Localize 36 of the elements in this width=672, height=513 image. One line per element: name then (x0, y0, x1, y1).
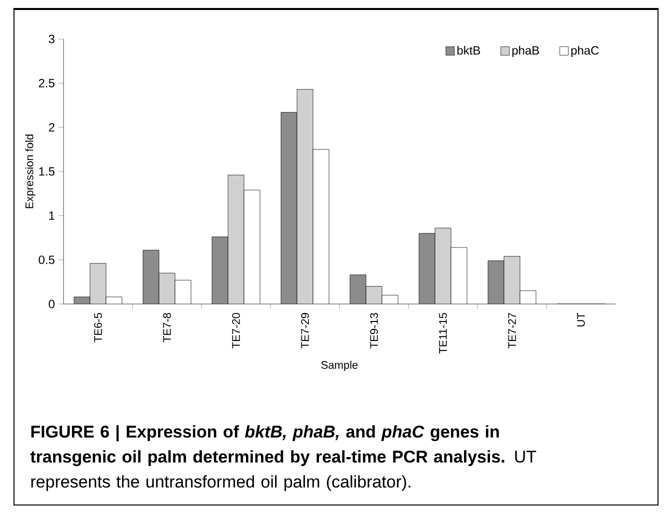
text: UT (515, 450, 536, 463)
y-tick-label: 1 (49, 212, 54, 220)
x-tick-label: TE6-5 (94, 312, 102, 342)
bar (350, 274, 366, 304)
x-tick-label: TE7-8 (163, 313, 171, 342)
text: represents the untransformed oil palm (calibrator). (31, 475, 410, 492)
x-tick-label: TE7-20 (232, 312, 240, 348)
bar (143, 250, 160, 304)
y-tick-label: 0 (48, 300, 55, 308)
bar (281, 112, 297, 304)
legend-label: bktB (457, 46, 480, 55)
y-tick-label: 2.5 (38, 78, 54, 88)
bar (297, 89, 313, 304)
bar (159, 273, 176, 304)
y-axis-title: Expression fold (25, 134, 36, 208)
bar (212, 236, 228, 304)
bar (504, 256, 520, 304)
x-axis-title: Sample (321, 360, 358, 372)
y-tick-label: 0.5 (38, 256, 54, 264)
x-tick-label: TE11-15 (439, 312, 447, 354)
bar (434, 228, 451, 304)
bar (228, 175, 244, 304)
x-tick-label: UT (577, 312, 585, 326)
legend-label: phaB (512, 46, 539, 58)
caption: FIGURE 6 | Expression of bktB, phaB, and phaC genes in transgenic oil palm determined by real-time PCR analysis. (30, 425, 504, 466)
y-tick-label: 3 (48, 34, 54, 44)
bar (488, 260, 504, 304)
y-tick-label: 2 (48, 123, 54, 132)
bar (366, 286, 382, 304)
bar (418, 233, 435, 304)
x-tick-label: TE7-27 (508, 313, 516, 348)
x-tick-label: TE7-29 (301, 313, 309, 348)
bar (90, 263, 106, 304)
legend-label: phaC (571, 46, 599, 58)
x-tick-label: TE9-13 (370, 313, 378, 348)
y-tick-label: 1.5 (39, 167, 54, 176)
